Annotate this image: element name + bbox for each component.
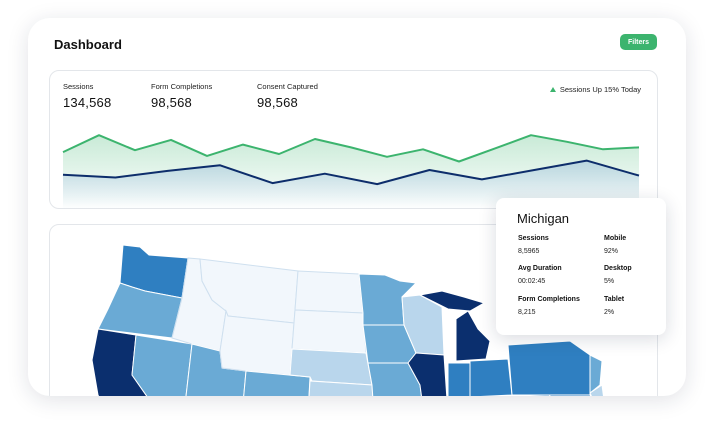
map-state-delaware[interactable] [589,384,606,396]
popup-stat-value: 8,5965 [518,248,540,255]
popup-stat-label: Sessions [518,235,549,242]
metric-form-completions-label: Form Completions [151,82,213,91]
metric-sessions-value: 134,568 [63,95,112,110]
series-0-line [62,134,640,163]
popup-stat-value: 00:02:45 [518,278,546,285]
popup-stat-label: Desktop [604,265,632,272]
popup-stat-value: 92% [604,248,619,255]
sessions-line-chart [62,134,640,208]
trend-text: Sessions Up 15% Today [559,85,641,94]
map-state-indiana[interactable] [447,362,471,396]
series-1-area [63,160,639,208]
popup-stat-label: Mobile [604,235,627,242]
map-state-north-dakota[interactable] [294,270,364,314]
metric-form-completions-value: 98,568 [151,95,192,110]
popup-stat-value: 2% [604,309,615,316]
popup-state-name: Michigan [517,211,570,226]
triangle-up-icon [549,87,556,92]
popup-stat-tablet: Tablet 2% [604,296,624,316]
popup-stat-value: 8,215 [518,309,536,316]
map-state-illinois[interactable] [407,352,448,396]
map-state-michigan[interactable] [455,310,491,362]
map-state-virginia[interactable] [546,394,602,396]
popup-stat-form-completions: Form Completions 8,215 [518,296,580,316]
metric-consent-captured: Consent Captured 98,568 [257,82,318,110]
popup-stat-value: 5% [604,278,615,285]
popup-stat-sessions: Sessions 8,5965 [518,235,549,255]
trend-indicator: Sessions Up 15% Today [549,85,641,94]
metric-sessions-label: Sessions [63,82,94,91]
map-state-kentucky[interactable] [470,394,551,396]
metric-consent-captured-label: Consent Captured [257,82,318,91]
popup-stat-mobile: Mobile 92% [604,235,626,255]
popup-stat-label: Tablet [604,296,625,303]
filters-button[interactable]: Filters [620,34,657,50]
metric-form-completions: Form Completions 98,568 [151,82,212,110]
sessions-chart-panel: Sessions 134,568 Form Completions 98,568… [49,70,658,209]
popup-stat-avg-duration: Avg Duration 00:02:45 [518,265,562,285]
us-choropleth-map [91,244,606,396]
map-state-pennsylvania[interactable] [507,340,591,396]
map-state-michigan-upper[interactable] [418,290,486,312]
metric-consent-captured-value: 98,568 [257,95,298,110]
map-state-nevada[interactable] [131,334,193,396]
popup-stat-desktop: Desktop 5% [604,265,632,285]
map-state-ohio[interactable] [469,358,513,396]
map-state-kansas[interactable] [308,380,374,396]
popup-stat-label: Avg Duration [518,265,562,272]
popup-stat-label: Form Completions [518,296,580,303]
series-1-line [62,159,640,186]
map-state-colorado[interactable] [242,370,311,396]
map-state-new-jersey[interactable] [589,354,603,395]
state-details-popup: Michigan Sessions 8,5965 Mobile 92% Avg … [496,198,666,335]
page-title: Dashboard [54,37,122,52]
map-state-south-dakota[interactable] [291,309,367,354]
metric-sessions: Sessions 134,568 [63,82,111,110]
